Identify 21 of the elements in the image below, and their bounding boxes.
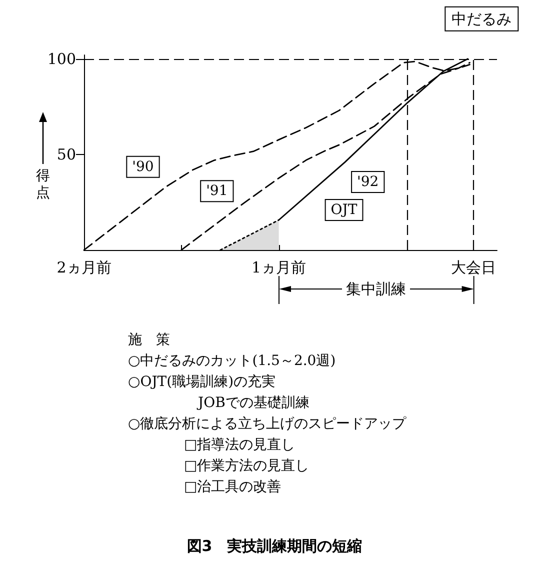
text: JOBでの基礎訓練 [196, 394, 310, 413]
text: 図3 実技訓練期間の短縮 [186, 537, 364, 556]
text: 施 策 [128, 331, 171, 350]
x-tick-label: 大会日 [451, 258, 496, 276]
y-tick-label: 50 [56, 145, 76, 164]
annotation: 中だるみ [452, 10, 512, 28]
text: ○OJT(職場訓練)の充実 [128, 373, 277, 392]
text: ○徹底分析による立ち上げのスピードアップ [128, 415, 406, 434]
text: □治工具の改善 [183, 478, 282, 497]
series-label: '92 [357, 174, 379, 190]
x-tick-label: 2ヵ月前 [56, 258, 112, 276]
x-tick-label: 1ヵ月前 [252, 258, 306, 276]
text: □作業方法の見直し [183, 457, 310, 476]
legend-label: OJT [330, 202, 358, 218]
series-label: '91 [206, 183, 228, 200]
text: □指導法の見直し [183, 436, 296, 455]
y-tick-label: 100 [47, 50, 76, 68]
y-axis-title: 得点 [36, 168, 50, 202]
text: ○中だるみのカット(1.5～2.0週) [128, 352, 337, 371]
text: 集中訓練 [342, 280, 410, 298]
series-label: '90 [132, 158, 154, 175]
